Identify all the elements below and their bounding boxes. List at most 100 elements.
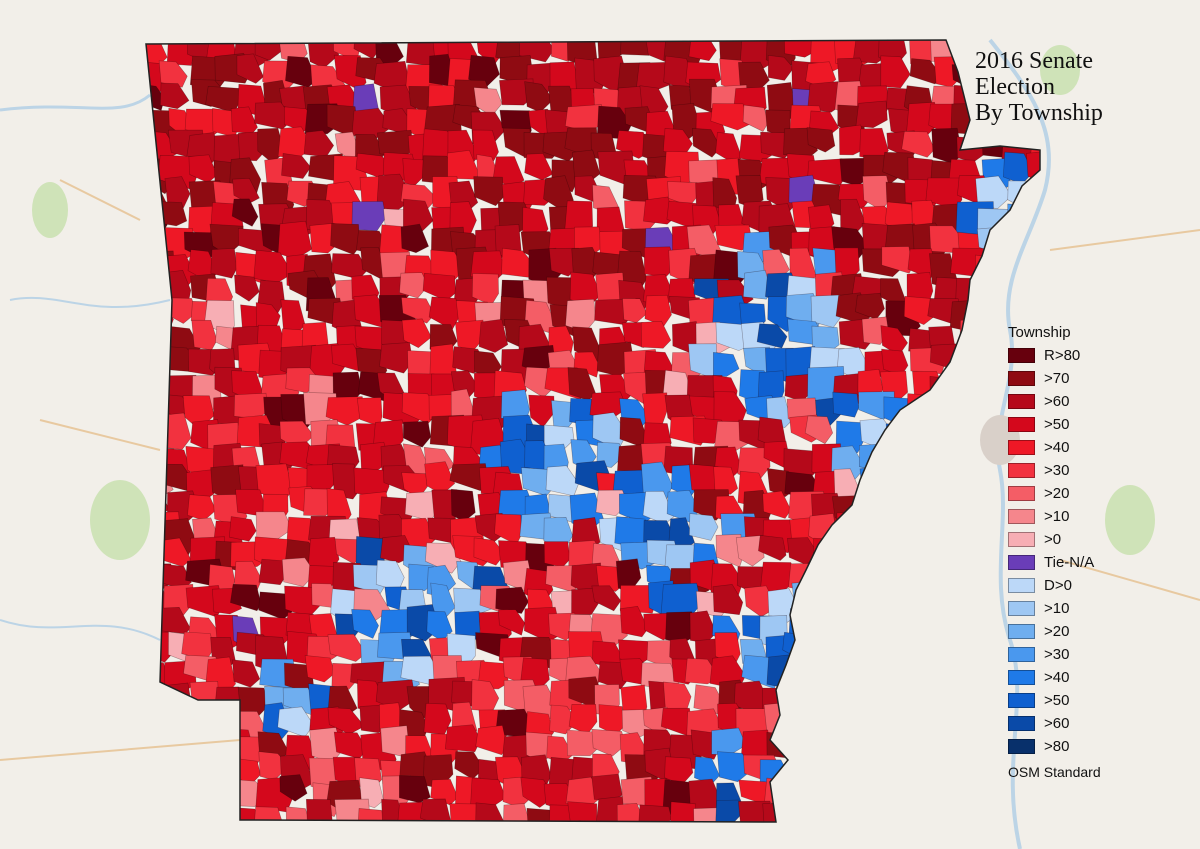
township-polygon[interactable] — [638, 804, 672, 830]
township-polygon[interactable] — [524, 153, 554, 181]
township-polygon[interactable] — [454, 751, 485, 780]
township-polygon[interactable] — [375, 679, 416, 712]
township-polygon[interactable] — [810, 294, 844, 328]
township-polygon[interactable] — [331, 253, 369, 280]
township-polygon[interactable] — [309, 727, 343, 764]
township-polygon[interactable] — [450, 488, 476, 522]
township-polygon[interactable] — [594, 298, 631, 326]
township-polygon[interactable] — [234, 274, 260, 302]
township-polygon[interactable] — [233, 392, 269, 420]
township-polygon[interactable] — [662, 128, 693, 157]
township-polygon[interactable] — [592, 412, 628, 450]
township-polygon[interactable] — [351, 609, 379, 639]
township-polygon[interactable] — [597, 661, 629, 690]
township-polygon[interactable] — [422, 272, 457, 302]
township-polygon[interactable] — [402, 158, 428, 186]
township-polygon[interactable] — [572, 149, 601, 182]
township-polygon[interactable] — [694, 756, 720, 785]
township-polygon[interactable] — [500, 389, 530, 420]
township-polygon[interactable] — [665, 611, 696, 643]
township-polygon[interactable] — [667, 181, 699, 207]
township-polygon[interactable] — [767, 54, 794, 81]
township-polygon[interactable] — [187, 494, 217, 521]
township-polygon[interactable] — [783, 448, 817, 480]
township-polygon[interactable] — [571, 587, 600, 615]
township-polygon[interactable] — [325, 396, 366, 426]
township-polygon[interactable] — [931, 127, 963, 164]
township-polygon[interactable] — [568, 703, 598, 735]
township-polygon[interactable] — [545, 465, 580, 497]
township-polygon[interactable] — [862, 175, 893, 211]
township-polygon[interactable] — [855, 100, 888, 129]
township-polygon[interactable] — [664, 756, 694, 786]
township-polygon[interactable] — [831, 226, 870, 263]
township-polygon[interactable] — [401, 318, 432, 349]
township-polygon[interactable] — [644, 294, 672, 327]
township-polygon[interactable] — [191, 319, 218, 351]
township-polygon[interactable] — [236, 53, 264, 84]
township-polygon[interactable] — [565, 298, 597, 333]
township-polygon[interactable] — [473, 176, 504, 207]
township-polygon[interactable] — [281, 153, 312, 179]
township-polygon[interactable] — [524, 81, 554, 113]
township-polygon[interactable] — [255, 463, 294, 501]
township-polygon[interactable] — [399, 272, 429, 299]
township-polygon[interactable] — [327, 633, 367, 662]
township-polygon[interactable] — [619, 605, 649, 638]
township-polygon[interactable] — [690, 729, 719, 760]
township-polygon[interactable] — [356, 397, 383, 427]
township-polygon[interactable] — [495, 586, 529, 614]
township-polygon[interactable] — [230, 106, 258, 135]
township-polygon[interactable] — [519, 32, 555, 63]
township-polygon[interactable] — [470, 250, 506, 281]
township-polygon[interactable] — [277, 220, 313, 260]
township-polygon[interactable] — [564, 104, 606, 133]
township-polygon[interactable] — [549, 704, 578, 735]
township-polygon[interactable] — [804, 415, 834, 445]
township-polygon[interactable] — [330, 223, 361, 255]
township-polygon[interactable] — [663, 681, 692, 712]
township-polygon[interactable] — [380, 725, 410, 757]
township-polygon[interactable] — [231, 198, 259, 227]
township-polygon[interactable] — [855, 292, 885, 320]
township-polygon[interactable] — [253, 249, 294, 284]
township-polygon[interactable] — [279, 774, 308, 802]
township-polygon[interactable] — [305, 798, 334, 833]
township-polygon[interactable] — [449, 201, 477, 236]
township-polygon[interactable] — [402, 198, 434, 234]
township-polygon[interactable] — [591, 728, 626, 757]
township-polygon[interactable] — [881, 348, 909, 376]
township-polygon[interactable] — [669, 801, 697, 834]
township-polygon[interactable] — [689, 610, 717, 644]
township-polygon[interactable] — [525, 731, 554, 763]
township-polygon[interactable] — [622, 298, 648, 324]
township-polygon[interactable] — [210, 247, 238, 279]
township-polygon[interactable] — [471, 679, 500, 712]
township-polygon[interactable] — [181, 631, 214, 661]
township-polygon[interactable] — [715, 533, 743, 568]
township-polygon[interactable] — [526, 807, 558, 837]
township-polygon[interactable] — [713, 391, 747, 423]
township-polygon[interactable] — [426, 610, 453, 642]
township-polygon[interactable] — [164, 176, 191, 209]
township-polygon[interactable] — [258, 558, 287, 586]
township-polygon[interactable] — [425, 542, 462, 574]
township-polygon[interactable] — [159, 82, 190, 110]
township-polygon[interactable] — [903, 295, 937, 325]
township-polygon[interactable] — [498, 609, 526, 636]
township-polygon[interactable] — [573, 351, 600, 378]
township-polygon[interactable] — [304, 655, 336, 683]
township-polygon[interactable] — [806, 127, 836, 153]
township-polygon[interactable] — [494, 513, 522, 546]
township-polygon[interactable] — [660, 582, 702, 617]
township-polygon[interactable] — [424, 461, 456, 495]
township-polygon[interactable] — [400, 223, 429, 254]
township-polygon[interactable] — [566, 729, 601, 757]
township-polygon[interactable] — [712, 584, 744, 616]
township-polygon[interactable] — [402, 420, 432, 448]
township-polygon[interactable] — [756, 323, 788, 349]
township-polygon[interactable] — [642, 392, 668, 425]
township-polygon[interactable] — [228, 516, 257, 542]
township-polygon[interactable] — [353, 467, 390, 499]
township-polygon[interactable] — [589, 391, 628, 420]
